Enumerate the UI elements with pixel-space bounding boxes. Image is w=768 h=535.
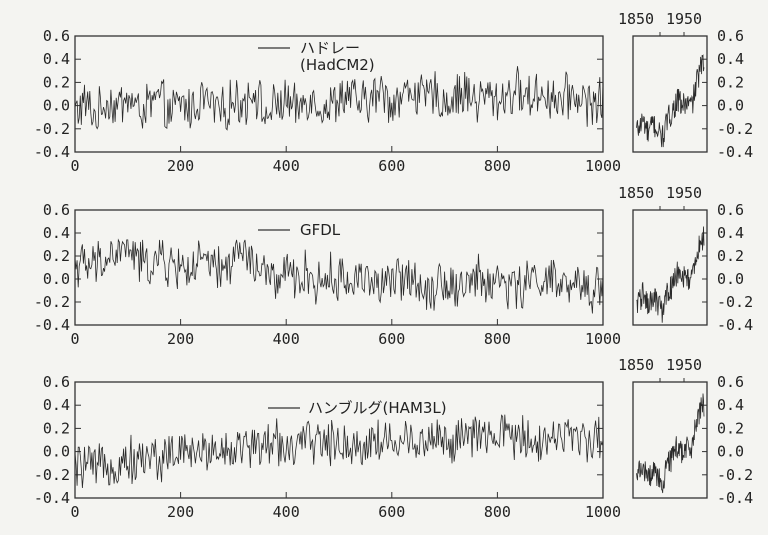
y-tick-label: -0.4 [34,143,70,161]
inset-frame [632,381,708,499]
y-tick-label: -0.2 [34,466,70,484]
inset-y-tick-label: -0.4 [717,143,753,161]
inset-y-tick-label: 0.6 [717,27,744,45]
inset-x-tick-label: 1850 [618,184,654,202]
legend-label: ハドレー [300,39,360,57]
inset-frame [632,209,708,326]
x-tick-label: 400 [273,157,300,175]
inset-y-tick-label: 0.2 [717,247,744,265]
inset-y-tick-label: 0.6 [717,373,744,391]
inset-y-tick-label: 0.2 [717,73,744,91]
x-tick-label: 0 [70,503,79,521]
inset-x-tick-label: 1850 [618,10,654,28]
inset-series-line [636,393,705,494]
inset-series-line [636,54,705,148]
inset-series-line [636,226,705,323]
inset-y-tick-label: -0.2 [717,466,753,484]
x-tick-label: 800 [484,503,511,521]
y-tick-label: 0.0 [43,97,70,115]
inset-frame [632,35,708,153]
x-tick-label: 1000 [585,330,621,348]
x-tick-label: 600 [378,330,405,348]
x-tick-label: 600 [378,157,405,175]
series-line [74,414,604,489]
x-tick-label: 200 [167,330,194,348]
y-tick-label: 0.0 [43,443,70,461]
y-tick-label: 0.4 [43,50,70,68]
legend-label: (HadCM2) [300,56,375,74]
inset-y-tick-label: 0.4 [717,224,744,242]
x-tick-label: 400 [273,503,300,521]
y-tick-label: -0.2 [34,293,70,311]
inset-x-tick-label: 1850 [618,356,654,374]
inset-y-tick-label: -0.2 [717,293,753,311]
plot-frame [74,209,604,326]
inset-x-tick-label: 1950 [666,10,702,28]
inset-y-tick-label: 0.0 [717,97,744,115]
y-tick-label: 0.4 [43,396,70,414]
inset-y-tick-label: 0.4 [717,396,744,414]
y-tick-label: -0.2 [34,120,70,138]
y-tick-label: 0.6 [43,201,70,219]
x-tick-label: 400 [273,330,300,348]
y-tick-label: 0.0 [43,270,70,288]
y-tick-label: 0.6 [43,27,70,45]
legend-label: GFDL [300,221,341,239]
x-tick-label: 1000 [585,503,621,521]
legend-label: ハンブルグ(HAM3L) [308,399,447,417]
panel-1: 0.60.40.20.0-0.2-0.40 200 400 600 800 1000ハドレ… [34,10,753,175]
x-tick-label: 200 [167,157,194,175]
inset-y-tick-label: -0.4 [717,489,753,507]
y-tick-label: -0.4 [34,316,70,334]
inset-x-tick-label: 1950 [666,356,702,374]
panel-3: 0.60.40.20.0-0.2-0.40 200 400 600 800 1000ハンブ… [34,356,753,521]
inset-y-tick-label: 0.6 [717,201,744,219]
x-tick-label: 800 [484,330,511,348]
y-tick-label: 0.2 [43,419,70,437]
panel-2: 0.60.40.20.0-0.2-0.40 200 400 600 800 1000GFD… [34,184,753,348]
inset-y-tick-label: -0.2 [717,120,753,138]
x-tick-label: 0 [70,330,79,348]
series-line [74,66,604,131]
x-tick-label: 200 [167,503,194,521]
y-tick-label: -0.4 [34,489,70,507]
y-tick-label: 0.4 [43,224,70,242]
series-line [74,238,604,314]
x-tick-label: 600 [378,503,405,521]
x-tick-label: 1000 [585,157,621,175]
inset-y-tick-label: 0.0 [717,443,744,461]
inset-y-tick-label: -0.4 [717,316,753,334]
inset-y-tick-label: 0.0 [717,270,744,288]
y-tick-label: 0.2 [43,247,70,265]
x-tick-label: 0 [70,157,79,175]
y-tick-label: 0.2 [43,73,70,91]
y-tick-label: 0.6 [43,373,70,391]
x-tick-label: 800 [484,157,511,175]
inset-y-tick-label: 0.2 [717,419,744,437]
inset-y-tick-label: 0.4 [717,50,744,68]
inset-x-tick-label: 1950 [666,184,702,202]
plot-frame [74,381,604,499]
